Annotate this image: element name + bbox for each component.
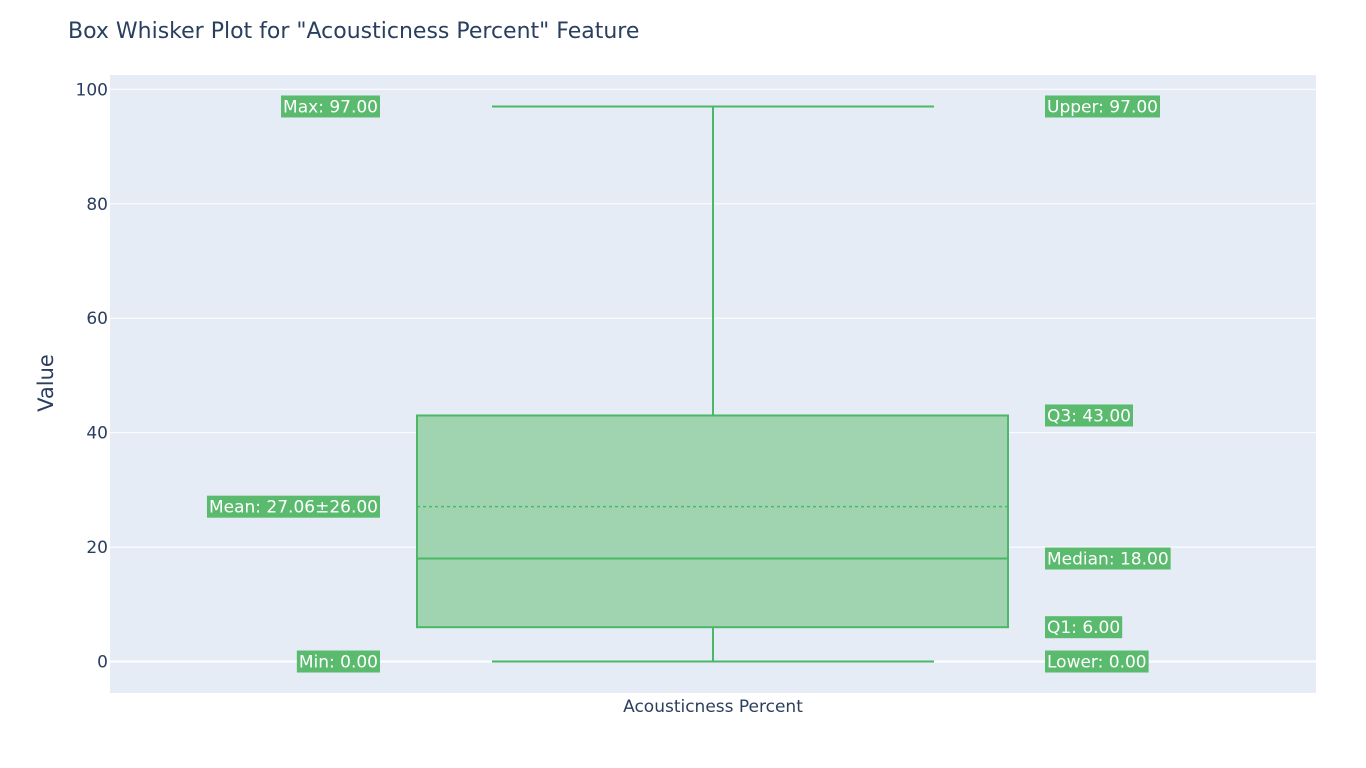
iqr-box: [416, 414, 1009, 629]
stat-label-text: Upper: 97.00: [1047, 97, 1158, 117]
right-stat-label: Q1: 6.00: [1045, 616, 1123, 639]
left-stat-label: Max: 97.00: [281, 95, 380, 118]
stat-label-text: Q3: 43.00: [1047, 406, 1131, 426]
stat-label-text: Lower: 0.00: [1047, 653, 1147, 673]
stat-label-bg: [1045, 404, 1133, 427]
stat-label-text: Median: 18.00: [1047, 550, 1169, 570]
y-tick-label: 60: [86, 309, 108, 329]
stat-label-text: Min: 0.00: [299, 653, 378, 673]
chart-title: Box Whisker Plot for "Acousticness Perce…: [68, 19, 639, 44]
y-tick-label: 80: [86, 195, 108, 215]
y-tick-label: 40: [86, 424, 108, 444]
stat-label-bg: [1045, 616, 1123, 639]
right-stat-label: Median: 18.00: [1045, 547, 1171, 570]
y-tick-label: 20: [86, 538, 108, 558]
stat-label-bg: [296, 650, 380, 673]
stat-label-bg: [1045, 95, 1160, 118]
left-stat-label: Mean: 27.06±26.00: [206, 495, 380, 518]
stat-label-bg: [1045, 547, 1171, 570]
stat-label-text: Mean: 27.06±26.00: [209, 498, 378, 518]
stat-label-text: Q1: 6.00: [1047, 618, 1120, 638]
y-axis-ticks: 0 20 40 60 80 100: [76, 80, 108, 672]
y-tick-label: 100: [76, 80, 108, 100]
stat-label-bg: [281, 95, 380, 118]
x-category-label: Acousticness Percent: [623, 697, 803, 717]
right-stat-label: Upper: 97.00: [1045, 95, 1160, 118]
annotations: Max: 97.00 Mean: 27.06±26.00 Min: 0.00 Uppe…: [206, 95, 1171, 673]
right-stat-label: Q3: 43.00: [1045, 404, 1133, 427]
box-trace: [416, 105, 1009, 663]
stat-label-bg: [206, 495, 380, 518]
right-stat-label: Lower: 0.00: [1045, 650, 1149, 673]
stat-label-text: Max: 97.00: [283, 97, 378, 117]
stat-label-bg: [1045, 650, 1149, 673]
y-axis-title: Value: [34, 354, 58, 412]
y-tick-label: 0: [97, 653, 108, 673]
left-stat-label: Min: 0.00: [296, 650, 380, 673]
